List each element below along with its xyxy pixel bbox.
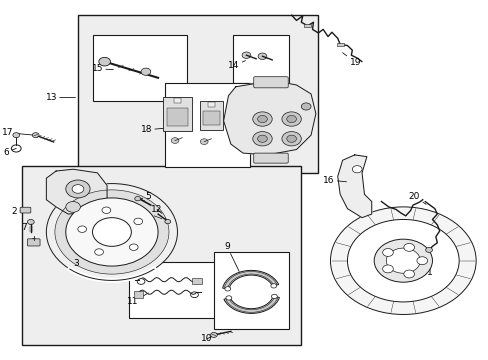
- Wedge shape: [222, 270, 278, 289]
- Text: 12: 12: [151, 205, 163, 214]
- Bar: [165, 83, 250, 167]
- Circle shape: [252, 112, 272, 126]
- Wedge shape: [224, 296, 279, 314]
- Circle shape: [403, 243, 414, 251]
- Circle shape: [32, 133, 39, 138]
- Bar: [166, 108, 188, 126]
- Circle shape: [257, 135, 267, 142]
- Text: 7: 7: [21, 223, 31, 232]
- Circle shape: [78, 226, 86, 233]
- Circle shape: [382, 248, 392, 256]
- Circle shape: [281, 112, 301, 126]
- Text: 1: 1: [414, 265, 432, 277]
- Text: 9: 9: [224, 242, 239, 271]
- Circle shape: [257, 116, 267, 123]
- Circle shape: [270, 284, 276, 288]
- Circle shape: [210, 332, 217, 337]
- Circle shape: [286, 116, 296, 123]
- Polygon shape: [337, 155, 371, 218]
- FancyBboxPatch shape: [27, 239, 40, 246]
- Bar: [213, 252, 288, 329]
- Text: 20: 20: [408, 192, 425, 204]
- Bar: [78, 15, 318, 173]
- Circle shape: [281, 132, 301, 146]
- Circle shape: [27, 220, 34, 225]
- Text: 6: 6: [3, 148, 16, 157]
- FancyBboxPatch shape: [253, 77, 287, 88]
- Circle shape: [386, 248, 420, 273]
- FancyBboxPatch shape: [20, 207, 31, 213]
- Circle shape: [129, 244, 138, 251]
- Bar: [192, 278, 202, 284]
- Circle shape: [252, 132, 272, 146]
- Text: 2: 2: [12, 207, 27, 216]
- Bar: [207, 102, 215, 107]
- Circle shape: [286, 135, 296, 142]
- Text: 11: 11: [127, 293, 148, 306]
- Polygon shape: [223, 81, 315, 155]
- Circle shape: [258, 53, 266, 59]
- Polygon shape: [46, 169, 107, 214]
- Text: 15: 15: [91, 64, 113, 73]
- Bar: [233, 35, 288, 83]
- FancyBboxPatch shape: [253, 153, 287, 163]
- Circle shape: [271, 294, 277, 298]
- Text: 13: 13: [45, 93, 75, 102]
- Circle shape: [200, 139, 208, 144]
- Text: 18: 18: [141, 125, 167, 134]
- Circle shape: [141, 68, 150, 75]
- Wedge shape: [225, 297, 277, 312]
- Circle shape: [225, 296, 231, 300]
- Text: 8: 8: [30, 238, 36, 247]
- Text: 19: 19: [342, 53, 360, 67]
- Circle shape: [134, 218, 142, 225]
- Circle shape: [242, 52, 250, 58]
- Text: 3: 3: [74, 252, 87, 268]
- Circle shape: [99, 57, 110, 66]
- Circle shape: [13, 133, 20, 138]
- Text: 16: 16: [323, 176, 346, 185]
- Circle shape: [66, 180, 90, 198]
- Circle shape: [301, 103, 310, 110]
- Circle shape: [171, 138, 179, 143]
- Circle shape: [403, 270, 414, 278]
- Circle shape: [425, 247, 431, 252]
- Bar: [22, 166, 301, 345]
- Circle shape: [102, 207, 110, 213]
- Text: 17: 17: [2, 128, 34, 137]
- Circle shape: [351, 166, 361, 173]
- Text: 4: 4: [74, 183, 84, 192]
- Circle shape: [382, 265, 392, 273]
- Circle shape: [66, 198, 158, 266]
- Circle shape: [347, 220, 458, 302]
- Circle shape: [95, 249, 103, 255]
- Circle shape: [72, 185, 83, 193]
- Circle shape: [373, 239, 431, 282]
- Text: 14: 14: [228, 60, 245, 71]
- Circle shape: [224, 287, 230, 291]
- Bar: [173, 98, 181, 103]
- Text: 5: 5: [140, 192, 151, 201]
- Circle shape: [92, 218, 131, 246]
- Bar: [203, 111, 220, 125]
- Bar: [92, 35, 187, 101]
- Circle shape: [164, 220, 170, 224]
- Circle shape: [55, 190, 169, 274]
- FancyBboxPatch shape: [163, 97, 191, 131]
- Circle shape: [416, 257, 427, 265]
- Circle shape: [135, 197, 140, 201]
- Wedge shape: [224, 271, 276, 288]
- Circle shape: [330, 207, 475, 315]
- Text: 10: 10: [201, 334, 214, 343]
- FancyBboxPatch shape: [199, 101, 223, 130]
- Bar: [304, 24, 310, 27]
- Bar: [129, 262, 218, 318]
- Bar: [336, 43, 343, 46]
- Circle shape: [66, 202, 80, 212]
- Circle shape: [46, 184, 177, 280]
- Bar: [134, 291, 143, 298]
